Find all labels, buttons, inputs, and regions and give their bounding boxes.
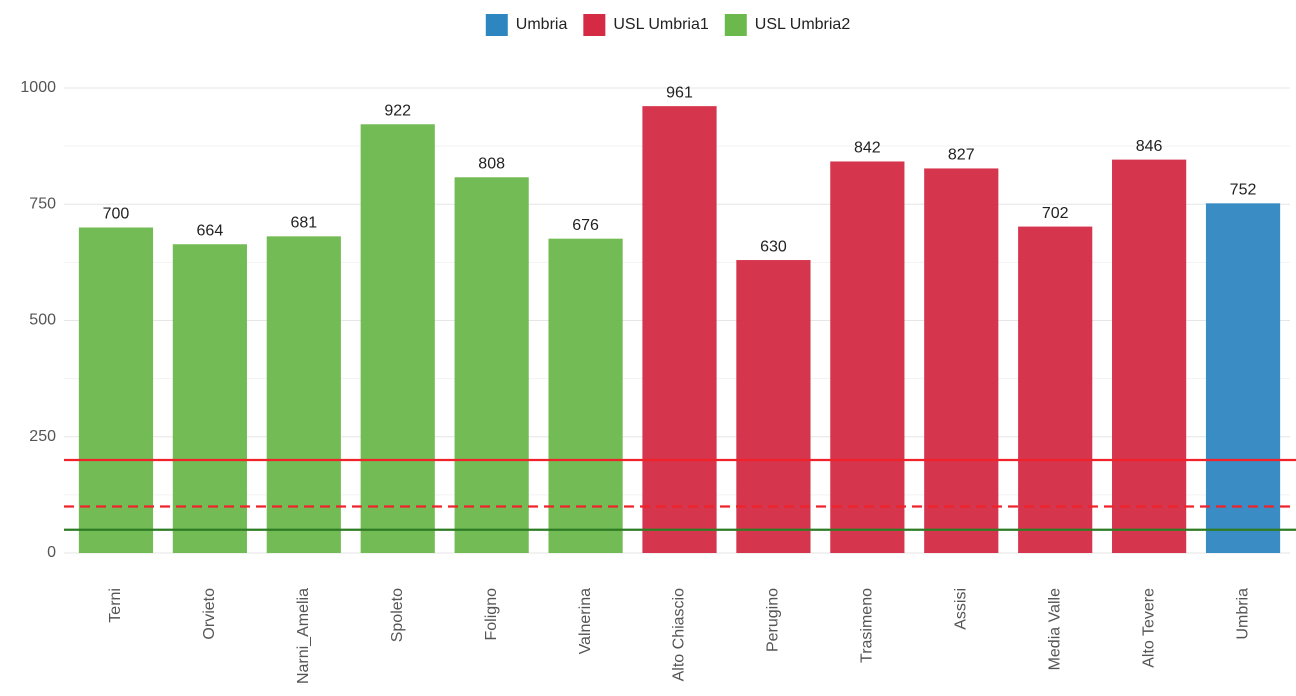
data-label: 846	[1136, 138, 1163, 155]
x-tick-label: Assisi	[952, 588, 969, 630]
y-tick-label: 750	[29, 195, 56, 212]
data-label: 700	[103, 206, 130, 223]
data-label: 961	[666, 84, 693, 101]
bar	[78, 227, 154, 553]
bar	[1205, 203, 1281, 553]
data-label: 664	[197, 222, 224, 239]
x-tick-label: Perugino	[765, 588, 782, 652]
x-tick-label: Media Valle	[1046, 588, 1063, 671]
x-tick-label: Foligno	[483, 588, 500, 641]
data-label: 752	[1230, 182, 1257, 199]
bar	[642, 106, 717, 553]
bar	[548, 238, 623, 553]
data-label: 681	[290, 215, 317, 232]
y-tick-label: 0	[47, 544, 56, 561]
bar	[1112, 159, 1187, 554]
bar	[360, 124, 435, 554]
bar	[1018, 226, 1093, 553]
x-tick-label: Narni_Amelia	[295, 588, 312, 684]
data-label: 702	[1042, 205, 1069, 222]
legend-label: USL Umbria2	[755, 16, 851, 33]
x-tick-label: Alto Tevere	[1140, 588, 1157, 668]
data-label: 842	[854, 140, 881, 157]
legend-swatch	[583, 14, 606, 36]
y-tick-label: 500	[29, 312, 56, 329]
x-tick-label: Orvieto	[201, 588, 218, 640]
data-label: 808	[478, 155, 505, 172]
legend-swatch	[485, 14, 508, 36]
x-tick-label: Umbria	[1234, 588, 1251, 640]
legend-label: Umbria	[516, 16, 568, 33]
data-label: 827	[948, 147, 975, 164]
y-tick-label: 1000	[20, 79, 56, 96]
legend-label: USL Umbria1	[613, 16, 709, 33]
bar	[736, 260, 811, 553]
data-label: 676	[572, 217, 599, 234]
bar	[266, 236, 341, 553]
x-tick-label: Valnerina	[577, 588, 594, 655]
bar	[830, 161, 905, 553]
y-tick-label: 250	[29, 428, 56, 445]
bar	[924, 168, 999, 553]
bar	[454, 177, 529, 553]
data-label: 630	[760, 238, 787, 255]
legend: Umbria USL Umbria1 USL Umbria2	[485, 14, 851, 36]
x-tick-label: Spoleto	[389, 588, 406, 642]
x-tick-label: Terni	[107, 588, 124, 623]
x-tick-label: Trasimeno	[859, 588, 876, 663]
legend-swatch	[724, 14, 747, 36]
x-tick-label: Alto Chiascio	[671, 588, 688, 681]
bar	[172, 244, 247, 554]
data-label: 922	[384, 102, 411, 119]
